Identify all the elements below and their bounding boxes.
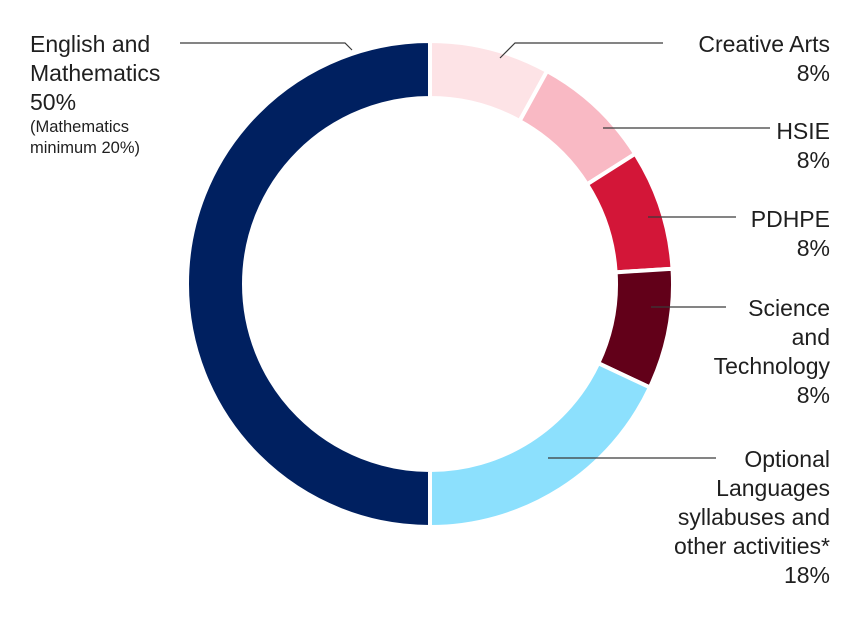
- value-label: 8%: [796, 147, 830, 173]
- label-line: syllabuses and: [677, 504, 830, 530]
- label-line: Mathematics: [30, 60, 161, 86]
- label-line: English and: [30, 31, 151, 57]
- label-line: Science: [748, 295, 830, 321]
- label-line: Technology: [713, 353, 830, 379]
- label-line: Languages: [716, 475, 830, 501]
- label-line: PDHPE: [750, 206, 830, 232]
- donut-slices: [185, 38, 675, 530]
- label-creative-arts: Creative Arts 8%: [698, 30, 830, 88]
- value-label: 18%: [783, 562, 830, 588]
- label-line: HSIE: [776, 118, 830, 144]
- label-english-and-mathematics: English and Mathematics 50% (Mathematics…: [30, 30, 160, 159]
- note-line: (Mathematics: [30, 118, 130, 136]
- slice-english-and-mathematics: [185, 38, 432, 530]
- note-line: minimum 20%): [30, 139, 141, 157]
- value-label: 8%: [796, 60, 830, 86]
- label-line: Optional: [744, 446, 830, 472]
- value-label: 8%: [796, 235, 830, 261]
- leader-line-english-and-mathematics: [180, 42, 353, 51]
- label-pdhpe: PDHPE 8%: [751, 205, 830, 263]
- label-line: and: [791, 324, 830, 350]
- label-optional-languages: Optional Languages syllabuses and other …: [674, 445, 830, 590]
- value-label: 50%: [30, 89, 77, 115]
- leader-line-creative-arts: [499, 42, 663, 59]
- label-line: other activities*: [674, 533, 830, 559]
- slice-optional-languages: [428, 360, 653, 530]
- value-label: 8%: [796, 382, 830, 408]
- leader-lines: [180, 42, 770, 459]
- label-science-and-technology: Science and Technology 8%: [714, 294, 830, 410]
- label-hsie: HSIE 8%: [776, 117, 830, 175]
- label-line: Creative Arts: [698, 31, 830, 57]
